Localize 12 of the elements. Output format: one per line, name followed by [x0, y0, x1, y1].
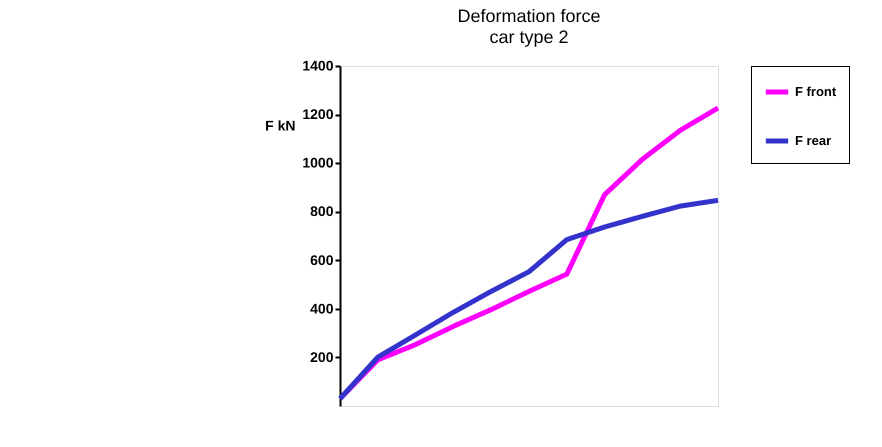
y-tick-label: 800 — [310, 203, 334, 220]
y-tick-label: 1400 — [302, 58, 334, 74]
legend-label: F front — [795, 84, 837, 99]
y-tick-label: 400 — [310, 300, 334, 316]
y-axis-title: F kN — [265, 118, 296, 134]
y-tick-label: 1000 — [302, 154, 334, 171]
y-tick-label: 600 — [310, 252, 334, 268]
y-tick-label: 1200 — [302, 106, 334, 122]
chart-title: Deformation force — [457, 6, 601, 26]
chart-subtitle: car type 2 — [489, 27, 569, 47]
y-tick-label: 200 — [310, 348, 334, 365]
legend-label: F rear — [795, 133, 832, 148]
